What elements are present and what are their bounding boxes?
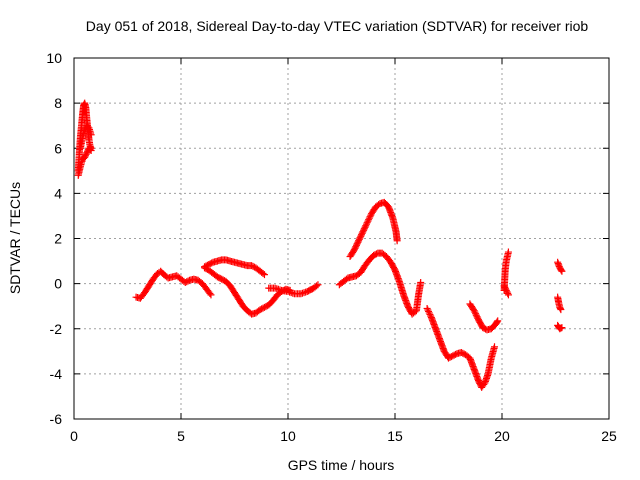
data-point — [87, 147, 95, 155]
data-point — [557, 306, 565, 314]
y-tick-label: 0 — [54, 276, 62, 292]
y-tick-label: -4 — [50, 366, 63, 382]
data-point — [350, 246, 358, 254]
data-point — [313, 282, 321, 290]
data-point — [366, 213, 374, 221]
y-axis-label: SDTVAR / TECUs — [7, 182, 23, 294]
data-point — [480, 380, 488, 388]
x-tick-label: 5 — [177, 428, 185, 444]
data-point — [362, 222, 370, 230]
data-point — [365, 216, 373, 224]
x-axis-label: GPS time / hours — [288, 457, 395, 473]
data-point — [359, 228, 367, 236]
data-point — [352, 243, 360, 251]
data-point — [356, 234, 364, 242]
data-point — [86, 145, 94, 153]
data-point — [493, 318, 501, 326]
data-point — [504, 289, 512, 297]
y-tick-label: -6 — [50, 411, 63, 427]
data-point — [471, 308, 479, 316]
data-point — [494, 317, 502, 325]
data-point — [360, 226, 368, 234]
data-point — [364, 217, 372, 225]
data-point — [352, 241, 360, 249]
data-point — [362, 220, 370, 228]
data-point — [558, 267, 566, 275]
data-point — [393, 237, 401, 245]
y-tick-label: 2 — [54, 231, 62, 247]
data-point — [355, 237, 363, 245]
data-point — [423, 304, 431, 312]
data-point — [81, 153, 89, 161]
data-point — [558, 324, 566, 332]
grid-lines — [74, 58, 609, 419]
data-point — [353, 240, 361, 248]
data-point — [259, 269, 267, 277]
data-point — [351, 244, 359, 252]
data-point — [504, 291, 512, 299]
x-tick-label: 15 — [387, 428, 403, 444]
data-point — [207, 291, 215, 299]
y-tick-label: -2 — [50, 321, 63, 337]
data-point — [472, 311, 480, 319]
data-point — [500, 282, 508, 290]
data-point — [357, 232, 365, 240]
data-point — [361, 223, 369, 231]
data-point — [87, 131, 95, 139]
x-tick-label: 0 — [70, 428, 78, 444]
data-point — [503, 288, 511, 296]
data-point — [424, 306, 432, 314]
data-point — [206, 289, 214, 297]
data-point — [363, 219, 371, 227]
data-point — [82, 150, 90, 158]
data-point — [470, 307, 478, 315]
data-point — [314, 281, 322, 289]
data-points — [74, 99, 566, 391]
data-point — [355, 235, 363, 243]
y-tick-label: 4 — [54, 185, 62, 201]
data-point — [473, 313, 481, 321]
data-point — [365, 214, 373, 222]
chart-title: Day 051 of 2018, Sidereal Day-to-day VTE… — [86, 18, 589, 34]
data-point — [502, 285, 510, 293]
data-point — [81, 152, 89, 160]
data-point — [504, 248, 512, 256]
y-tick-label: 8 — [54, 95, 62, 111]
x-tick-label: 25 — [601, 428, 617, 444]
data-point — [502, 286, 510, 294]
data-point — [472, 310, 480, 318]
axis-ticks: 0 5 10 15 20 25 -6 -4 -2 0 2 4 6 8 10 — [46, 50, 617, 444]
data-point — [260, 271, 268, 279]
data-point — [358, 229, 366, 237]
data-point — [425, 309, 433, 317]
data-point — [501, 283, 509, 291]
data-point — [354, 238, 362, 246]
data-point — [425, 307, 433, 315]
data-point — [357, 231, 365, 239]
data-point — [426, 310, 434, 318]
y-tick-label: 10 — [46, 50, 62, 66]
x-tick-label: 10 — [280, 428, 296, 444]
data-point — [83, 149, 91, 157]
data-point — [360, 225, 368, 233]
data-point — [491, 343, 499, 351]
y-tick-label: 6 — [54, 140, 62, 156]
data-point — [557, 266, 565, 274]
data-point — [417, 278, 425, 286]
x-tick-label: 20 — [494, 428, 510, 444]
